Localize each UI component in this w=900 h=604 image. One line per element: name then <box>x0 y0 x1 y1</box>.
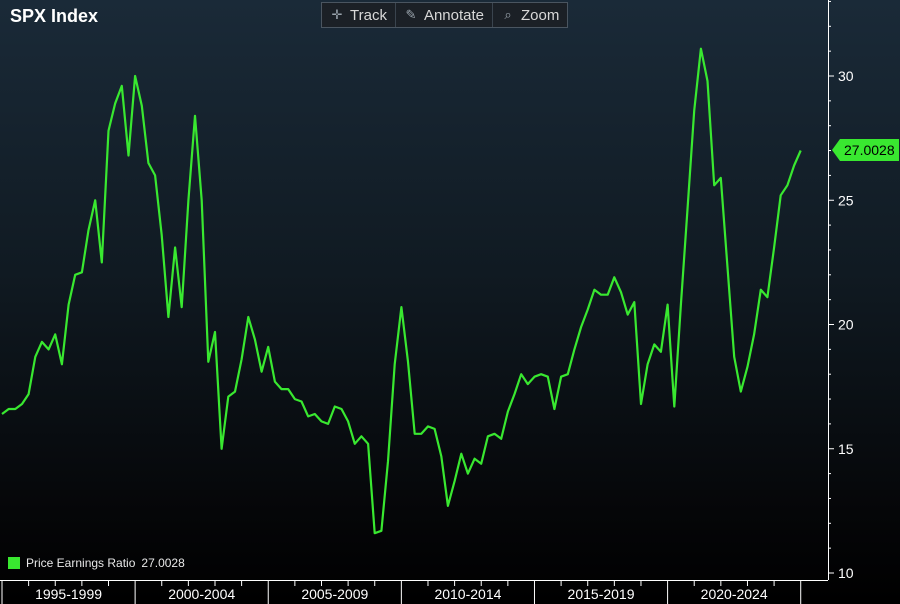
legend-last-value: 27.0028 <box>141 556 185 570</box>
y-tick-label: 20 <box>838 317 854 333</box>
x-period-label: 1995-1999 <box>35 586 102 602</box>
y-tick-label: 30 <box>838 68 854 84</box>
zoom-button-label: Zoom <box>521 6 560 24</box>
annotate-button[interactable]: ✎ Annotate <box>396 3 494 27</box>
y-axis: 10 15 20 25 30 <box>828 0 854 581</box>
chart-toolbar: ✛ Track ✎ Annotate ⌕ Zoom <box>321 2 569 28</box>
series-line-pe-ratio <box>1 47 802 535</box>
magnifier-icon: ⌕ <box>504 7 512 22</box>
y-tick-label: 25 <box>838 192 854 208</box>
legend-series-label: Price Earnings Ratio <box>26 556 136 570</box>
x-period-label: 2010-2014 <box>434 586 501 602</box>
x-period-label: 2005-2009 <box>301 586 368 602</box>
track-button-label: Track <box>350 6 387 24</box>
annotate-button-label: Annotate <box>423 6 485 24</box>
x-axis: 1995-1999 2000-2004 2005-2009 2010-2014 2015… <box>0 580 828 604</box>
chart-title: SPX Index <box>10 6 99 26</box>
last-value-tag: 27.0028 <box>832 139 899 162</box>
track-button[interactable]: ✛ Track <box>322 3 396 27</box>
zoom-button[interactable]: ⌕ Zoom <box>493 3 567 27</box>
x-period-label: 2015-2019 <box>568 586 635 602</box>
legend-swatch <box>8 557 20 569</box>
y-tick-label: 15 <box>838 441 854 457</box>
pencil-icon: ✎ <box>405 7 417 22</box>
crosshair-icon: ✛ <box>331 7 343 22</box>
legend[interactable]: Price Earnings Ratio 27.0028 <box>8 556 185 570</box>
x-period-label: 2020-2024 <box>701 586 768 602</box>
series-layer <box>1 47 802 535</box>
x-period-label: 2000-2004 <box>168 586 235 602</box>
y-tick-label: 10 <box>838 565 854 581</box>
